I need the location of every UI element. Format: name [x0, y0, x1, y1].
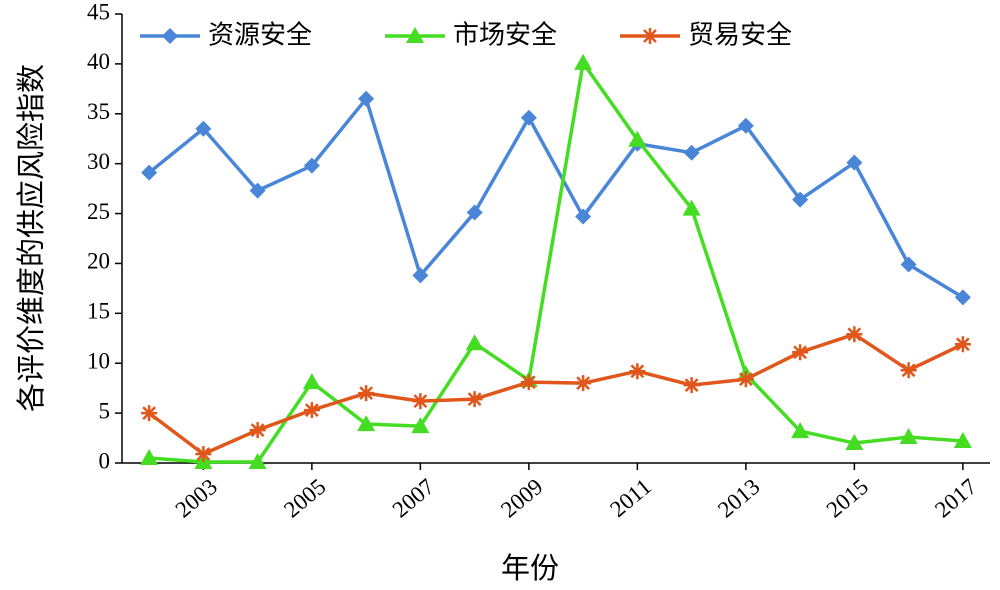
- marker: [954, 336, 971, 353]
- marker: [302, 373, 321, 390]
- marker: [358, 385, 375, 402]
- marker: [249, 422, 266, 439]
- marker: [575, 375, 592, 392]
- marker: [195, 120, 212, 137]
- marker: [899, 428, 918, 445]
- x-tick-label: 2011: [605, 474, 656, 522]
- y-tick-label: 10: [87, 349, 110, 374]
- legend-label: 资源安全: [208, 21, 312, 51]
- marker: [629, 363, 646, 380]
- marker: [953, 432, 972, 449]
- marker: [465, 334, 484, 351]
- legend-marker: [406, 27, 424, 43]
- marker: [358, 90, 375, 107]
- legend-label: 贸易安全: [688, 21, 792, 51]
- x-axis-title: 年份: [501, 551, 559, 585]
- marker: [737, 117, 754, 134]
- marker: [195, 446, 212, 463]
- marker: [249, 182, 266, 199]
- series-line: [148, 61, 964, 464]
- legend-marker: [642, 28, 658, 44]
- marker: [792, 191, 809, 208]
- y-tick-label: 5: [99, 398, 111, 423]
- marker: [575, 208, 592, 225]
- marker: [248, 453, 267, 470]
- x-tick-label: 2003: [171, 474, 222, 523]
- x-tick-label: 2009: [496, 474, 547, 523]
- marker: [466, 391, 483, 408]
- y-tick-label: 45: [87, 0, 110, 24]
- marker: [141, 164, 158, 181]
- marker: [737, 371, 754, 388]
- marker: [412, 267, 429, 284]
- marker: [520, 374, 537, 391]
- marker: [683, 144, 700, 161]
- y-axis-title: 各评价维度的供应风险指数: [14, 64, 48, 412]
- series-line: [148, 332, 964, 456]
- marker: [303, 402, 320, 419]
- series-line: [148, 97, 964, 299]
- marker: [846, 326, 863, 343]
- legend-marker: [162, 28, 178, 44]
- marker: [466, 204, 483, 221]
- y-tick-label: 35: [87, 99, 110, 124]
- y-tick-label: 40: [87, 49, 110, 74]
- marker: [140, 449, 159, 466]
- marker: [683, 377, 700, 394]
- y-tick-label: 0: [99, 448, 111, 473]
- marker: [682, 199, 701, 216]
- y-tick-label: 20: [87, 249, 110, 274]
- x-tick-label: 2015: [822, 474, 873, 523]
- y-tick-label: 30: [87, 149, 110, 174]
- marker: [412, 393, 429, 410]
- marker: [791, 422, 810, 439]
- marker: [574, 53, 593, 70]
- x-tick-label: 2007: [388, 474, 439, 523]
- marker: [411, 417, 430, 434]
- marker: [846, 154, 863, 171]
- marker: [900, 362, 917, 379]
- marker: [845, 434, 864, 451]
- marker: [900, 256, 917, 273]
- marker: [628, 130, 647, 147]
- marker: [792, 344, 809, 361]
- y-tick-label: 15: [87, 299, 110, 324]
- y-tick-label: 25: [87, 199, 110, 224]
- x-tick-label: 2017: [930, 474, 981, 523]
- marker: [954, 289, 971, 306]
- marker: [141, 405, 158, 422]
- marker: [520, 109, 537, 126]
- marker: [357, 415, 376, 432]
- x-tick-label: 2013: [713, 474, 764, 523]
- marker: [303, 157, 320, 174]
- legend-label: 市场安全: [453, 21, 557, 51]
- x-tick-label: 2005: [279, 474, 330, 523]
